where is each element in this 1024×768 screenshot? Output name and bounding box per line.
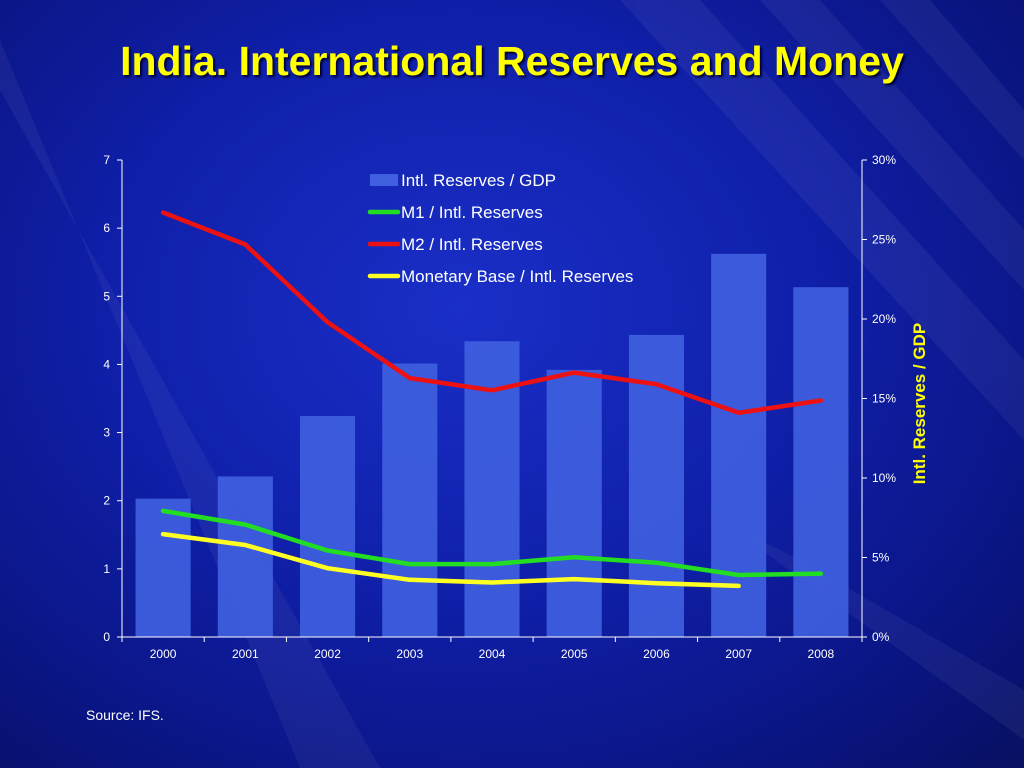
left-tick-label: 0 — [103, 630, 110, 644]
right-axis-title: Intl. Reserves / GDP — [910, 323, 929, 485]
x-tick-label: 2006 — [643, 647, 670, 661]
right-tick-label: 15% — [872, 392, 896, 406]
left-tick-label: 4 — [103, 357, 110, 371]
legend-label: Monetary Base / Intl. Reserves — [401, 267, 633, 286]
x-tick-label: 2005 — [561, 647, 588, 661]
legend-label: M1 / Intl. Reserves — [401, 203, 543, 222]
bar-2001 — [217, 476, 273, 637]
bar-2003 — [382, 363, 438, 637]
bar-2008 — [793, 287, 849, 637]
legend-label: Intl. Reserves / GDP — [401, 171, 556, 190]
line-m1 — [160, 508, 824, 578]
right-tick-label: 25% — [872, 233, 896, 247]
line-m2 — [160, 210, 824, 416]
left-tick-label: 5 — [103, 289, 110, 303]
x-tick-label: 2008 — [808, 647, 835, 661]
bar-2007 — [711, 253, 767, 637]
left-tick-label: 2 — [103, 494, 110, 508]
x-tick-label: 2003 — [396, 647, 423, 661]
bar-2005 — [546, 369, 602, 637]
right-tick-label: 5% — [872, 551, 890, 565]
x-tick-label: 2000 — [150, 647, 177, 661]
right-tick-label: 30% — [872, 153, 896, 167]
left-tick-label: 6 — [103, 221, 110, 235]
x-tick-label: 2007 — [725, 647, 752, 661]
right-tick-label: 10% — [872, 471, 896, 485]
line-monetary — [160, 531, 741, 589]
left-tick-label: 7 — [103, 153, 110, 167]
bar-2000 — [135, 498, 191, 637]
source-note: Source: IFS. — [86, 707, 164, 723]
legend-swatch-bars — [370, 174, 398, 186]
x-tick-label: 2002 — [314, 647, 341, 661]
x-tick-label: 2001 — [232, 647, 259, 661]
right-tick-label: 0% — [872, 630, 890, 644]
right-tick-label: 20% — [872, 312, 896, 326]
legend-label: M2 / Intl. Reserves — [401, 235, 543, 254]
left-tick-label: 3 — [103, 426, 110, 440]
bar-2002 — [300, 415, 356, 637]
slide-title: India. International Reserves and Money — [120, 38, 904, 84]
left-tick-label: 1 — [103, 562, 110, 576]
x-tick-label: 2004 — [479, 647, 506, 661]
